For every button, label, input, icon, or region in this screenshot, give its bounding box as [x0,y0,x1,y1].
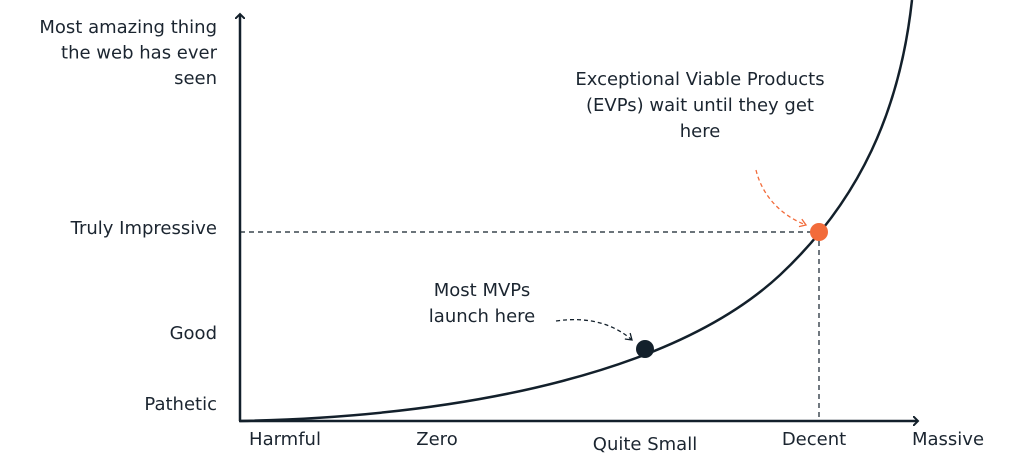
y-axis-label: the web has ever [61,43,218,64]
x-axis-label: Decent [782,429,846,450]
annotation-text: launch here [429,306,535,327]
x-axis-label: Harmful [249,429,321,450]
labels: Most amazing thing the web has ever seen Tr… [39,17,984,455]
x-axis-label: Massive [912,429,984,450]
annotation-text: here [680,121,721,142]
evp-point [810,223,828,241]
mvp-point [636,340,654,358]
y-axis-label: Good [170,323,217,344]
x-axis-label: Zero [416,429,457,450]
mvp-arrow [555,318,633,341]
curve [239,0,914,423]
annotation-text: (EVPs) wait until they get [586,95,814,116]
y-axis-label: Pathetic [144,394,217,415]
y-axis-label: Truly Impressive [70,218,217,239]
x-axis-label: Quite Small [593,434,697,455]
evp-arrow [755,169,808,228]
y-axis-label: seen [174,68,217,89]
annotation-text: Most MVPs [434,280,530,301]
y-axis-label: Most amazing thing [39,17,217,38]
annotation-text: Exceptional Viable Products [575,69,824,90]
